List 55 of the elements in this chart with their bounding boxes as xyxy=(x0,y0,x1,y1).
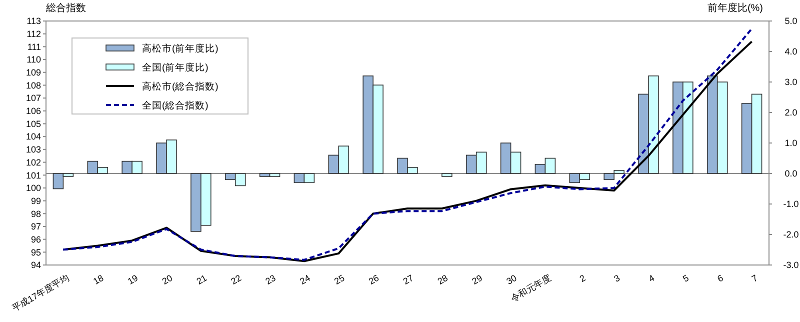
legend-label: 高松市(総合指数) xyxy=(142,80,218,92)
y2-tick-label: 1.0 xyxy=(784,138,798,148)
x-tick-label: 29 xyxy=(470,272,484,286)
y-tick-label: 94 xyxy=(30,260,41,270)
x-tick-label: 28 xyxy=(436,272,450,286)
legend-label: 全国(前年度比) xyxy=(142,61,208,74)
y-tick-label: 107 xyxy=(26,93,41,104)
y-tick-label: 104 xyxy=(26,132,41,142)
y-tick-label: 102 xyxy=(26,157,41,168)
y2-tick-label: 0.0 xyxy=(784,168,798,179)
y-tick-label: 111 xyxy=(27,42,41,52)
x-tick-label: 4 xyxy=(646,272,656,284)
x-tick-label: 27 xyxy=(401,272,416,286)
y-tick-label: 96 xyxy=(30,234,41,244)
y2-tick-label: 4.0 xyxy=(784,46,798,57)
y2-tick-label: 2.0 xyxy=(784,108,798,118)
x-tick-label: 平成17年度平均 xyxy=(10,272,71,314)
y-tick-label: 105 xyxy=(26,118,41,129)
y-tick-label: 110 xyxy=(26,54,41,65)
y-tick-label: 101 xyxy=(26,170,41,180)
x-tick-label: 6 xyxy=(716,272,725,284)
x-tick-label: 7 xyxy=(750,272,760,284)
x-tick-label: 20 xyxy=(160,272,174,286)
x-tick-label: 5 xyxy=(681,272,691,284)
x-tick-label: 3 xyxy=(612,272,622,284)
y-tick-label: 113 xyxy=(26,16,41,26)
x-tick-label: 25 xyxy=(332,272,346,286)
x-tick-label: 23 xyxy=(264,272,278,286)
x-tick-label: 18 xyxy=(92,272,106,286)
y-tick-label: 106 xyxy=(26,106,41,116)
legend-label: 全国(総合指数) xyxy=(142,99,208,112)
y-tick-label: 108 xyxy=(26,80,41,90)
x-tick-label: 22 xyxy=(229,272,243,286)
y2-tick-label: -1.0 xyxy=(783,199,799,210)
x-tick-label: 19 xyxy=(126,272,140,286)
y-axis-title: 総合指数 xyxy=(45,2,86,14)
y-tick-label: 95 xyxy=(30,247,41,258)
y-tick-label: 109 xyxy=(26,68,41,78)
x-tick-label: 21 xyxy=(194,272,209,286)
y2-tick-label: 5.0 xyxy=(784,16,798,26)
y-tick-label: 97 xyxy=(30,222,41,232)
x-tick-label: 26 xyxy=(366,272,381,286)
y-tick-label: 103 xyxy=(26,144,41,155)
x-tick-label: 2 xyxy=(578,272,588,284)
y-tick-label: 100 xyxy=(26,183,41,194)
y2-tick-label: -3.0 xyxy=(783,260,799,270)
y-tick-label: 99 xyxy=(30,196,41,206)
y-tick-label: 98 xyxy=(30,208,41,219)
y2-axis-title: 前年度比(%) xyxy=(707,2,763,14)
legend-label: 高松市(前年度比) xyxy=(142,42,218,54)
x-tick-label: 30 xyxy=(504,272,518,286)
y2-tick-label: 3.0 xyxy=(784,77,798,88)
y2-tick-label: -2.0 xyxy=(783,230,799,240)
x-tick-label: 24 xyxy=(298,272,312,286)
y-tick-label: 112 xyxy=(26,28,41,39)
